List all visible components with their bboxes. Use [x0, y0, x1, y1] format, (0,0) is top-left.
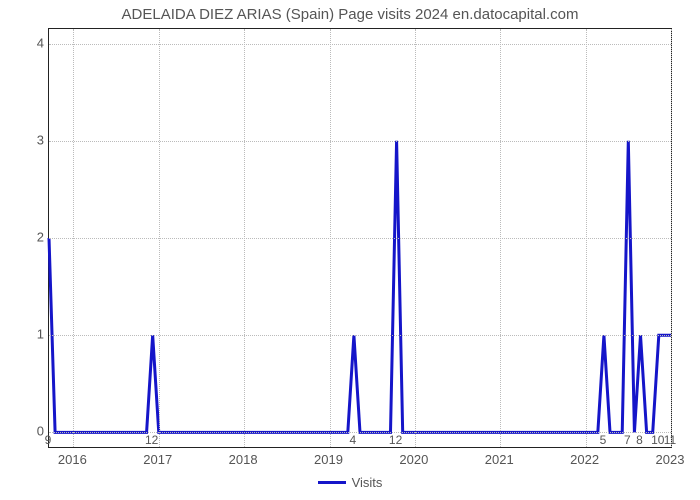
visits-line — [49, 141, 671, 433]
value-annotation: 11 — [664, 433, 676, 447]
x-tick-label: 2017 — [143, 452, 172, 467]
x-tick-label: 2019 — [314, 452, 343, 467]
x-tick-label: 2022 — [570, 452, 599, 467]
x-tick-label: 2018 — [229, 452, 258, 467]
grid-line-h — [49, 44, 671, 45]
legend: Visits — [0, 474, 700, 490]
grid-line-v — [671, 29, 672, 447]
value-annotation: 5 — [600, 433, 607, 447]
y-tick-label: 1 — [4, 327, 44, 342]
chart-title: ADELAIDA DIEZ ARIAS (Spain) Page visits … — [0, 6, 700, 23]
value-annotation: 9 — [45, 433, 52, 447]
value-annotation: 8 — [636, 433, 643, 447]
grid-line-h — [49, 432, 671, 433]
x-tick-label: 2020 — [399, 452, 428, 467]
legend-swatch — [318, 481, 346, 484]
grid-line-v — [244, 29, 245, 447]
grid-line-h — [49, 335, 671, 336]
x-tick-label: 2016 — [58, 452, 87, 467]
grid-line-v — [159, 29, 160, 447]
value-annotation: 4 — [350, 433, 357, 447]
grid-line-v — [586, 29, 587, 447]
grid-line-h — [49, 238, 671, 239]
plot-area — [48, 28, 672, 448]
chart-container: ADELAIDA DIEZ ARIAS (Spain) Page visits … — [0, 0, 700, 500]
y-tick-label: 4 — [4, 35, 44, 50]
y-tick-label: 0 — [4, 424, 44, 439]
grid-line-v — [500, 29, 501, 447]
grid-line-v — [330, 29, 331, 447]
grid-line-v — [415, 29, 416, 447]
grid-line-h — [49, 141, 671, 142]
legend-label: Visits — [352, 475, 383, 490]
value-annotation: 10 — [651, 433, 664, 447]
value-annotation: 12 — [389, 433, 402, 447]
value-annotation: 7 — [624, 433, 631, 447]
grid-line-v — [73, 29, 74, 447]
x-tick-label: 2023 — [656, 452, 685, 467]
value-annotation: 12 — [145, 433, 158, 447]
x-tick-label: 2021 — [485, 452, 514, 467]
y-tick-label: 2 — [4, 230, 44, 245]
y-tick-label: 3 — [4, 132, 44, 147]
